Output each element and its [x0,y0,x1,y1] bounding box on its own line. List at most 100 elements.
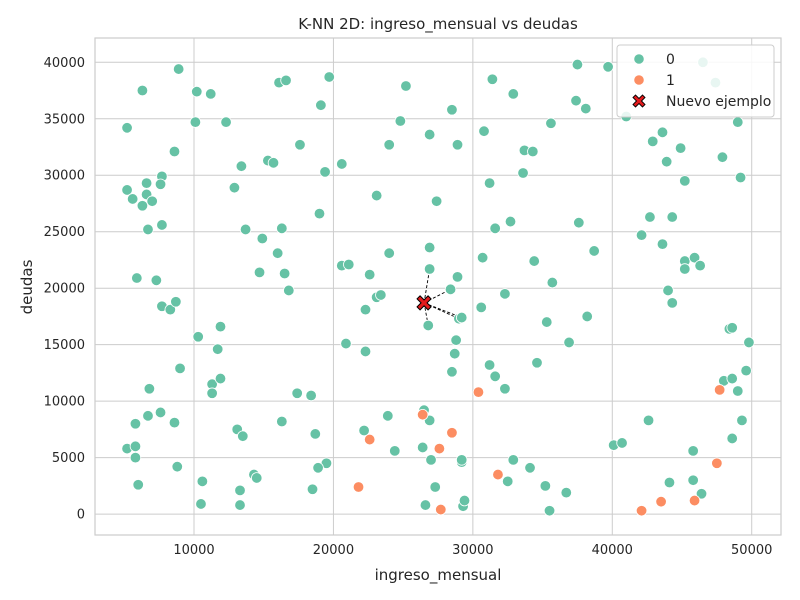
data-point-class-0 [156,219,168,231]
data-point-class-0 [694,259,706,272]
data-point-class-0 [425,454,437,466]
data-point-class-0 [602,61,614,73]
data-point-class-0 [666,297,678,309]
data-point-class-0 [499,383,511,395]
data-point-class-0 [205,88,217,100]
data-point-class-0 [489,222,501,235]
data-point-class-0 [732,116,744,128]
data-point-class-0 [571,58,584,71]
data-point-class-0 [168,145,181,158]
data-point-class-0 [214,372,227,385]
data-point-class-0 [450,334,462,346]
data-point-class-0 [129,451,142,464]
data-point-class-0 [189,116,202,128]
data-point-class-0 [483,359,496,371]
data-point-class-0 [483,177,496,189]
data-point-class-0 [423,128,436,141]
new-example-marker [416,295,432,311]
data-point-class-0 [679,175,691,187]
data-point-class-0 [121,122,133,134]
data-point-class-0 [358,424,370,437]
data-point-class-0 [394,115,407,127]
data-point-class-0 [588,245,600,257]
data-point-class-0 [726,432,738,445]
y-tick-label: 40000 [44,56,85,71]
data-point-class-0 [644,211,656,223]
y-tick-label: 15000 [44,338,85,353]
data-point-class-0 [674,142,687,154]
data-point-class-0 [687,445,699,457]
data-point-class-0 [570,94,582,107]
data-point-class-0 [383,247,395,259]
data-point-class-0 [666,211,678,223]
plot-frame [94,37,782,536]
data-point-class-0 [716,151,729,163]
x-tick-labels: 10000 20000 30000 40000 50000 [173,543,772,558]
data-point-class-0 [456,454,468,466]
data-point-class-0 [478,125,490,137]
data-point-class-0 [456,311,468,324]
y-tick-label: 25000 [44,225,85,240]
data-point-class-0 [294,139,306,151]
x-tick-label: 40000 [592,543,633,558]
data-point-class-0 [237,430,249,442]
data-point-class-0 [313,207,326,220]
y-tick-label: 0 [77,508,85,523]
data-point-class-0 [142,223,154,236]
data-point-class-0 [635,229,648,241]
y-axis-label: deudas [18,259,36,314]
data-point-class-0 [256,232,269,245]
data-point-class-0 [206,387,218,399]
data-point-class-0 [581,310,593,323]
legend-box [616,44,775,118]
legend-marker-class-1 [633,74,645,86]
data-point-class-0 [319,166,331,178]
data-point-class-0 [416,441,429,454]
data-point-class-1 [688,494,701,507]
legend-marker-class-0 [633,53,645,65]
data-point-class-0 [280,74,292,87]
new-example-point [416,295,432,311]
data-point-class-0 [191,85,203,98]
data-point-class-0 [172,63,185,75]
data-point-class-0 [527,145,539,158]
data-point-class-0 [688,251,701,264]
data-point-class-0 [171,460,183,473]
y-tick-label: 35000 [44,112,85,127]
data-point-class-0 [726,322,738,334]
neighbor-link [423,302,462,318]
data-point-class-0 [276,222,288,235]
data-point-class-1 [711,457,723,469]
data-point-class-0 [195,498,207,510]
data-point-class-0 [423,241,436,254]
data-point-class-0 [647,135,659,148]
data-point-class-0 [271,247,284,259]
data-point-class-0 [306,483,319,495]
data-point-class-1 [635,505,648,517]
data-point-class-0 [143,383,156,395]
data-point-class-1 [352,481,365,493]
data-point-class-0 [507,454,519,466]
y-tick-label: 5000 [52,451,85,466]
data-point-class-0 [524,462,536,474]
data-point-class-0 [642,414,655,427]
legend: 0 1 Nuevo ejemplo [616,44,775,118]
data-point-class-0 [430,195,443,207]
data-point-class-0 [305,389,317,402]
grid-lines [95,38,781,535]
data-point-class-0 [475,301,487,314]
data-point-class-0 [616,437,628,449]
data-point-class-0 [234,499,246,511]
data-point-class-0 [656,238,669,250]
data-point-class-0 [142,410,154,422]
legend-label-class-1: 1 [666,73,675,89]
data-point-class-1 [713,384,726,396]
data-point-class-0 [340,337,352,350]
data-point-class-0 [211,343,224,355]
data-point-class-0 [132,479,144,491]
data-point-class-0 [239,223,252,236]
data-point-class-0 [695,488,708,500]
data-point-class-0 [451,271,464,283]
x-tick-label: 50000 [731,543,772,558]
